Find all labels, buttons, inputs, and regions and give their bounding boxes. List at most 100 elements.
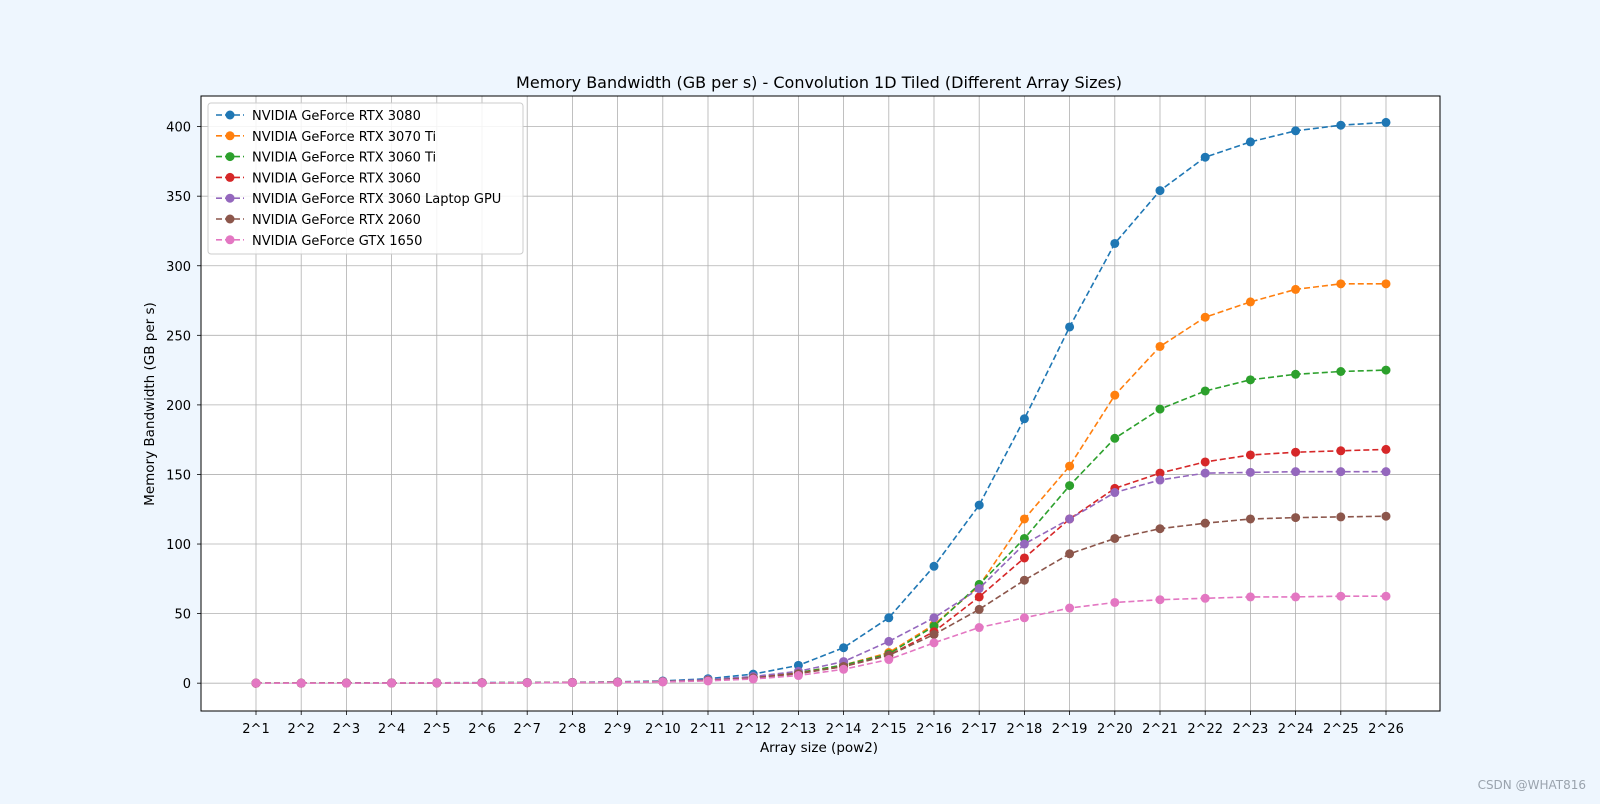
data-point [523, 678, 532, 687]
data-point [1110, 534, 1119, 543]
data-point [432, 678, 441, 687]
y-tick-label: 250 [166, 329, 191, 344]
legend-marker [226, 194, 235, 203]
data-point [478, 678, 487, 687]
legend-marker [226, 173, 235, 182]
legend-marker [226, 131, 235, 140]
data-point [1246, 592, 1255, 601]
legend-label: NVIDIA GeForce RTX 2060 [252, 213, 421, 228]
legend-marker [226, 152, 235, 161]
data-point [1065, 604, 1074, 613]
data-point [297, 679, 306, 688]
data-point [1156, 524, 1165, 533]
x-tick-label: 2^13 [781, 722, 817, 737]
data-point [1065, 322, 1074, 331]
y-tick-label: 400 [166, 121, 191, 136]
data-point [1065, 481, 1074, 490]
data-point [839, 665, 848, 674]
data-point [613, 678, 622, 687]
x-tick-label: 2^5 [423, 722, 450, 737]
x-tick-label: 2^19 [1052, 722, 1088, 737]
data-point [1110, 239, 1119, 248]
data-point [704, 676, 713, 685]
data-point [1110, 488, 1119, 497]
watermark: CSDN @WHAT816 [1478, 778, 1586, 792]
x-tick-label: 2^12 [735, 722, 771, 737]
data-point [1020, 414, 1029, 423]
x-tick-label: 2^9 [604, 722, 631, 737]
data-point [387, 679, 396, 688]
data-point [1156, 342, 1165, 351]
data-point [930, 630, 939, 639]
data-point [1291, 126, 1300, 135]
y-tick-label: 200 [166, 399, 191, 414]
legend-label: NVIDIA GeForce RTX 3060 Ti [252, 151, 436, 166]
data-point [930, 562, 939, 571]
data-point [930, 613, 939, 622]
legend: NVIDIA GeForce RTX 3080 NVIDIA GeForce RT… [208, 103, 523, 254]
data-point [1201, 457, 1210, 466]
x-tick-label: 2^2 [287, 722, 314, 737]
data-point [342, 679, 351, 688]
legend-label: NVIDIA GeForce RTX 3070 Ti [252, 130, 436, 145]
data-point [1291, 467, 1300, 476]
data-point [1291, 592, 1300, 601]
data-point [1020, 553, 1029, 562]
legend-marker [226, 215, 235, 224]
x-tick-label: 2^14 [826, 722, 862, 737]
x-tick-label: 2^25 [1323, 722, 1359, 737]
x-tick-label: 2^11 [690, 722, 726, 737]
data-point [1382, 445, 1391, 454]
y-tick-label: 0 [183, 677, 191, 692]
data-point [1201, 386, 1210, 395]
data-point [1020, 613, 1029, 622]
data-point [975, 592, 984, 601]
y-tick-label: 350 [166, 190, 191, 205]
data-point [1156, 405, 1165, 414]
data-point [1065, 514, 1074, 523]
data-point [839, 643, 848, 652]
legend-label: NVIDIA GeForce GTX 1650 [252, 234, 422, 249]
data-point [884, 637, 893, 646]
x-axis-label: Array size (pow2) [760, 740, 878, 756]
data-point [749, 674, 758, 683]
data-point [1201, 469, 1210, 478]
data-point [658, 677, 667, 686]
data-point [1336, 121, 1345, 130]
data-point [1110, 391, 1119, 400]
data-point [1201, 519, 1210, 528]
data-point [1336, 279, 1345, 288]
x-tick-label: 2^3 [333, 722, 360, 737]
data-point [1201, 153, 1210, 162]
data-point [1336, 467, 1345, 476]
data-point [1382, 118, 1391, 127]
legend-marker [226, 111, 235, 120]
x-tick-label: 2^18 [1007, 722, 1043, 737]
x-tick-label: 2^17 [961, 722, 997, 737]
legend-label: NVIDIA GeForce RTX 3060 [252, 171, 421, 186]
chart-title: Memory Bandwidth (GB per s) - Convolutio… [516, 73, 1122, 92]
y-axis-label: Memory Bandwidth (GB per s) [142, 302, 158, 506]
data-point [568, 678, 577, 687]
data-point [1246, 468, 1255, 477]
data-point [1110, 598, 1119, 607]
x-tick-label: 2^4 [378, 722, 405, 737]
data-point [1246, 514, 1255, 523]
x-tick-label: 2^21 [1142, 722, 1178, 737]
data-point [1246, 450, 1255, 459]
data-point [1382, 512, 1391, 521]
legend-label: NVIDIA GeForce RTX 3080 [252, 109, 421, 124]
data-point [1336, 367, 1345, 376]
x-tick-label: 2^24 [1278, 722, 1314, 737]
data-point [1291, 285, 1300, 294]
data-point [1020, 576, 1029, 585]
legend-marker [226, 235, 235, 244]
data-point [975, 605, 984, 614]
data-point [1065, 462, 1074, 471]
x-tick-label: 2^1 [242, 722, 269, 737]
data-point [1382, 279, 1391, 288]
data-point [1020, 540, 1029, 549]
data-point [1336, 446, 1345, 455]
